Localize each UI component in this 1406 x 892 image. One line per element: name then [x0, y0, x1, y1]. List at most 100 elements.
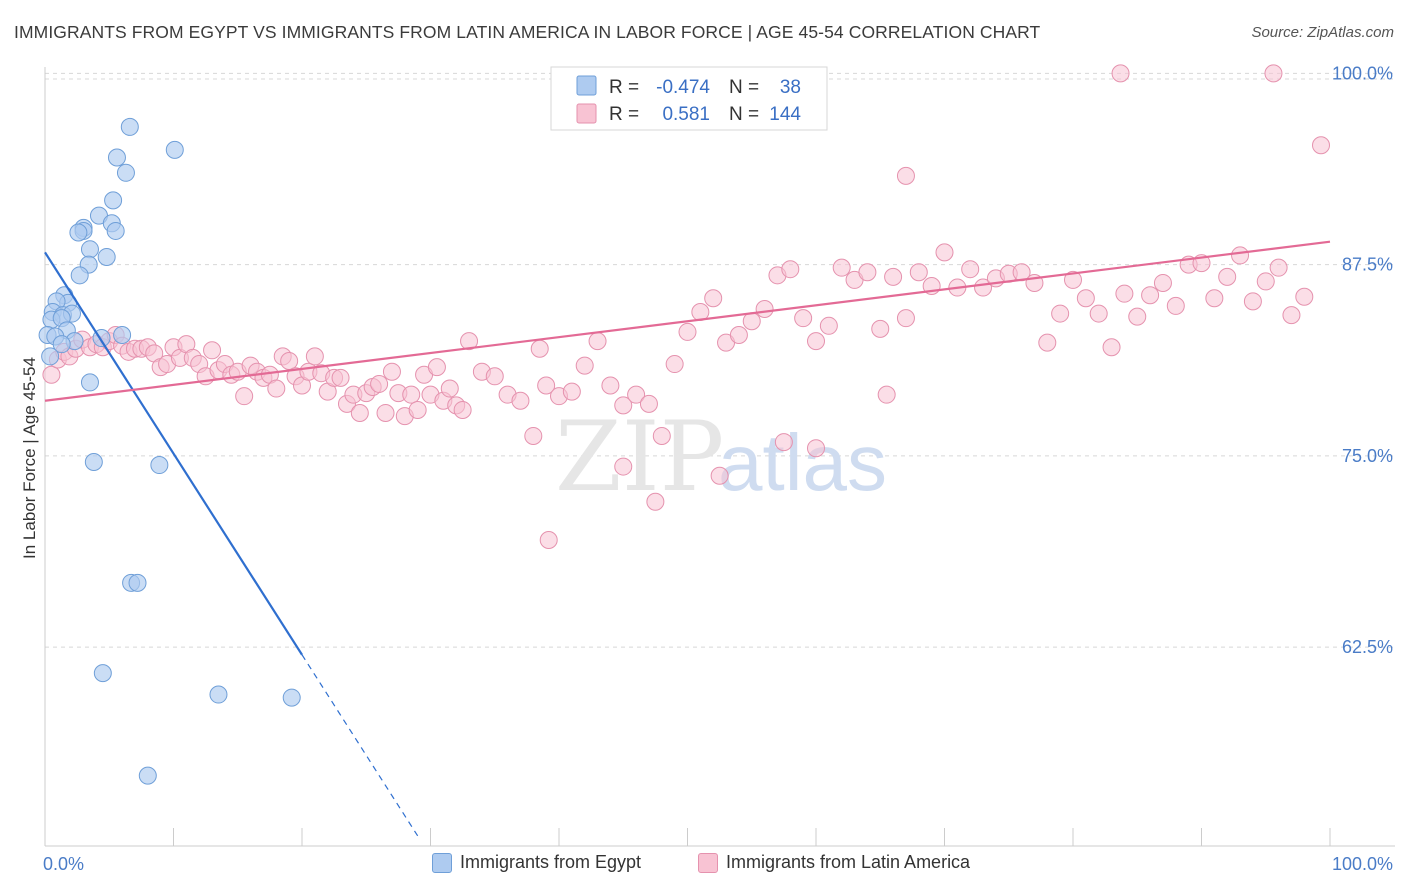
- latam-point-80: [588, 332, 607, 351]
- egypt-point-1: [165, 140, 184, 159]
- latam-point-131: [1243, 292, 1262, 311]
- latam-point-85: [652, 426, 671, 445]
- latam-point-141: [807, 439, 825, 458]
- latam-point-76: [537, 376, 556, 395]
- bottom-legend-egypt: Immigrants from Egypt: [432, 852, 641, 873]
- latam-point-91: [729, 325, 748, 344]
- egypt-point-10: [106, 221, 125, 240]
- egypt-point-39: [138, 766, 157, 785]
- legend-box: R = -0.474 N = 38 R = 0.581 N = 144: [550, 66, 828, 131]
- latam-point-74: [524, 426, 543, 445]
- latam-point-103: [884, 267, 903, 286]
- latam-point-34: [235, 387, 254, 406]
- egypt-point-33: [150, 456, 169, 475]
- latam-point-117: [1064, 270, 1082, 289]
- latam-point-45: [305, 347, 324, 366]
- latam-point-142: [877, 385, 896, 404]
- latam-point-129: [1218, 267, 1237, 286]
- bottom-legend-swatch-latam: [698, 852, 718, 873]
- latam-point-120: [1102, 338, 1121, 357]
- latam-point-118: [1076, 289, 1095, 308]
- latam-point-92: [742, 312, 761, 331]
- latam-point-130: [1231, 246, 1250, 265]
- latam-point-82: [614, 396, 633, 415]
- egypt-point-0: [120, 117, 139, 136]
- latam-point-135: [1295, 287, 1314, 306]
- latam-point-66: [440, 379, 459, 398]
- latam-point-41: [280, 351, 299, 370]
- egypt-point-11: [80, 240, 99, 259]
- bottom-legend: Immigrants from Egypt Immigrants from La…: [0, 852, 1406, 878]
- latam-point-78: [562, 382, 581, 401]
- latam-point-3: [896, 166, 915, 185]
- legend-frame: [550, 66, 828, 131]
- latam-point-133: [1269, 258, 1288, 277]
- latam-point-107: [935, 243, 954, 262]
- watermark-atlas: atlas: [718, 418, 887, 507]
- latam-point-95: [781, 260, 800, 279]
- egypt-point-14: [70, 266, 89, 285]
- y-tick-label-1: 75.0%: [1342, 446, 1393, 466]
- axes: [44, 67, 1395, 847]
- legend-r-label-egypt: R =: [609, 77, 639, 98]
- latam-point-132: [1256, 272, 1275, 291]
- egypt-point-28: [113, 325, 132, 344]
- latam-point-123: [1141, 286, 1160, 305]
- y-tick-label-2: 87.5%: [1342, 255, 1393, 275]
- x-tick-label-0: 0.0%: [43, 854, 84, 874]
- latam-point-97: [807, 332, 825, 351]
- latam-point-96: [794, 309, 813, 328]
- egypt-point-31: [80, 373, 99, 392]
- legend-n-label-latam: N =: [729, 104, 759, 125]
- bottom-legend-latam: Immigrants from Latin America: [698, 852, 970, 873]
- latam-point-39: [267, 379, 286, 398]
- egypt-point-30: [41, 347, 60, 366]
- egypt-point-2: [107, 148, 126, 167]
- latam-point-128: [1205, 289, 1224, 308]
- chart-title: IMMIGRANTS FROM EGYPT VS IMMIGRANTS FROM…: [14, 22, 1041, 42]
- latam-point-102: [871, 319, 890, 338]
- egypt-point-29: [52, 335, 71, 354]
- latam-point-86: [665, 355, 684, 374]
- latam-point-104: [896, 309, 915, 328]
- latam-point-119: [1089, 304, 1108, 323]
- x-tick-labels: 0.0% 100.0%: [43, 854, 1393, 874]
- latam-point-79: [575, 356, 594, 375]
- egypt-point-38: [282, 688, 301, 707]
- bottom-legend-label-egypt: Immigrants from Egypt: [460, 852, 642, 872]
- legend-n-value-latam: 144: [769, 104, 801, 125]
- bottom-legend-label-latam: Immigrants from Latin America: [726, 852, 971, 872]
- egypt-trend-extension: [301, 654, 419, 837]
- legend-n-value-egypt: 38: [780, 77, 801, 98]
- watermark-zip: ZIP: [555, 401, 724, 513]
- latam-point-140: [646, 492, 665, 511]
- legend-r-value-latam: 0.581: [662, 104, 710, 125]
- egypt-point-35: [128, 573, 147, 592]
- latam-point-99: [832, 258, 851, 277]
- latam-point-87: [678, 322, 697, 341]
- latam-point-81: [601, 376, 620, 395]
- egypt-point-36: [93, 664, 112, 683]
- egypt-point-4: [104, 191, 123, 210]
- latam-point-1: [1264, 64, 1283, 83]
- latam-point-0: [1111, 64, 1130, 83]
- latam-point-71: [485, 367, 504, 386]
- legend-r-value-egypt: -0.474: [656, 77, 710, 98]
- latam-point-139: [614, 457, 633, 476]
- x-tick-label-1: 100.0%: [1332, 854, 1393, 874]
- latam-point-29: [203, 341, 222, 360]
- latam-point-116: [1051, 304, 1070, 323]
- egypt-point-32: [84, 452, 103, 471]
- legend-swatch-latam: [576, 103, 597, 124]
- egypt-point-3: [116, 163, 135, 182]
- y-tick-label-0: 62.5%: [1342, 637, 1393, 657]
- latam-point-56: [376, 404, 395, 423]
- egypt-point-9: [69, 223, 88, 242]
- y-axis-title: In Labor Force | Age 45-54: [20, 357, 39, 559]
- latam-point-4: [42, 365, 61, 384]
- latam-point-115: [1038, 333, 1057, 352]
- latam-point-57: [382, 362, 401, 381]
- latam-point-64: [427, 358, 446, 377]
- latam-point-83: [627, 385, 646, 404]
